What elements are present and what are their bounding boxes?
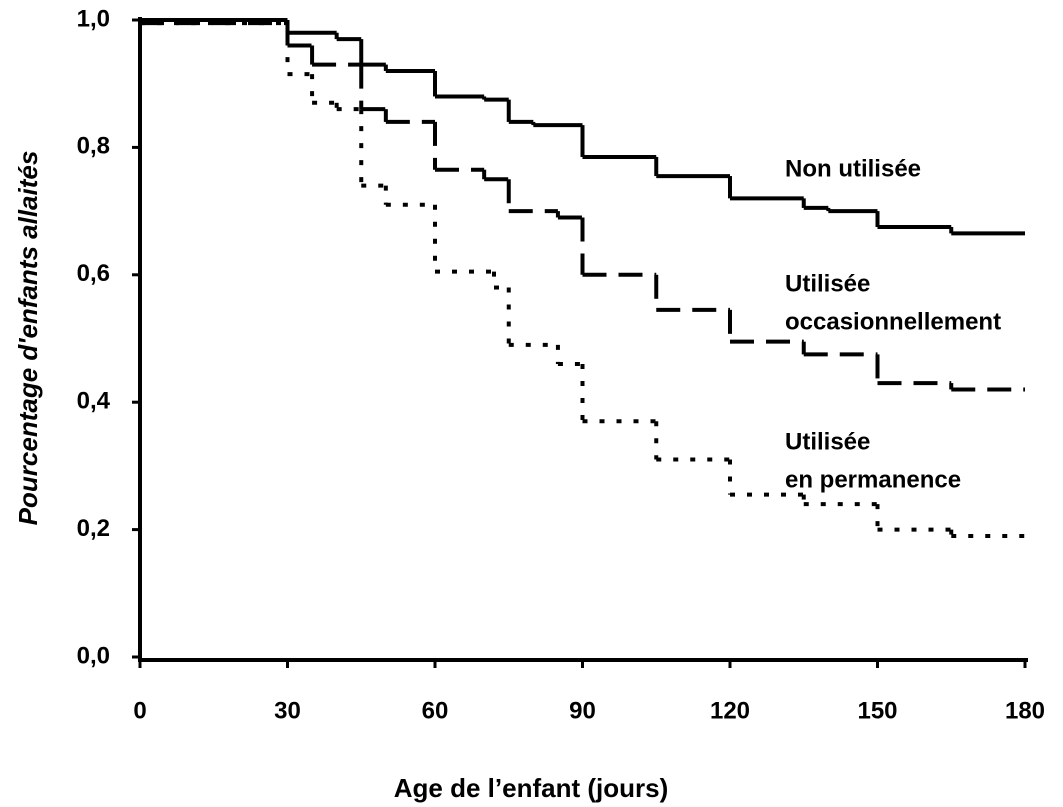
y-tick-label: 1,0: [77, 5, 110, 32]
series-line: [140, 18, 1025, 236]
x-tick-label: 180: [1005, 697, 1045, 724]
series-label: Non utilisée: [785, 155, 921, 182]
y-tick-label: 0,6: [77, 260, 110, 287]
x-tick-label: 150: [857, 697, 897, 724]
x-tick-label: 60: [422, 697, 449, 724]
y-tick-label: 0,2: [77, 515, 110, 542]
series-label: Utilisée: [785, 428, 870, 455]
y-tick-label: 0,8: [77, 133, 110, 160]
x-axis-title: Age de l’enfant (jours): [394, 773, 668, 803]
series-label: occasionnellement: [785, 308, 1001, 335]
x-tick-label: 90: [569, 697, 596, 724]
y-axis-title: Pourcentage d'enfants allaités: [13, 151, 43, 526]
series-label: Utilisée: [785, 270, 870, 297]
series-label: en permanence: [785, 466, 961, 493]
x-tick-label: 120: [710, 697, 750, 724]
x-tick-label: 30: [274, 697, 301, 724]
x-tick-label: 0: [133, 697, 146, 724]
y-tick-label: 0,0: [77, 642, 110, 669]
y-tick-label: 0,4: [77, 388, 111, 415]
series-line: [140, 21, 1025, 538]
